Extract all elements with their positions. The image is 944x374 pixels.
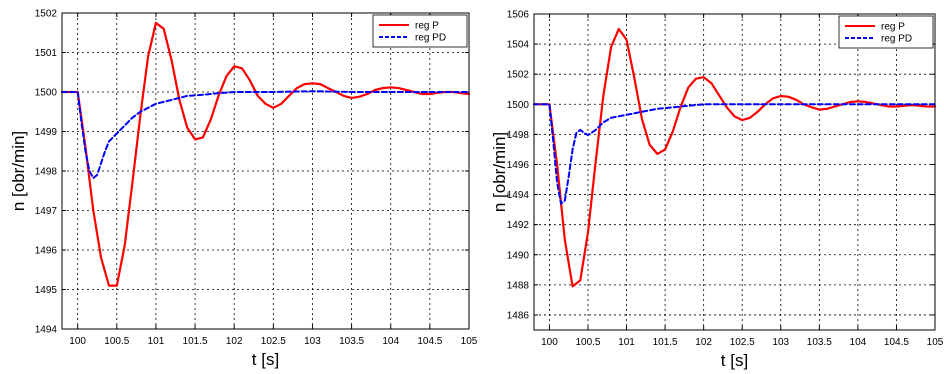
y-tick-label: 1500 — [507, 100, 530, 111]
y-tick-label: 1500 — [35, 88, 58, 99]
y-tick-label: 1490 — [507, 250, 530, 261]
y-tick-label: 1502 — [507, 70, 530, 81]
x-tick-label: 100 — [541, 337, 558, 348]
x-tick-label: 101.5 — [183, 336, 208, 347]
x-tick-label: 101 — [148, 336, 165, 347]
series-line-reg-pd — [61, 90, 470, 180]
series-line-reg-p — [532, 27, 937, 288]
x-tick-label: 104 — [382, 336, 399, 347]
chart-1: 100 100.5 101 101.5 102 102.5 103 103.5 104 104.5… — [9, 9, 478, 370]
series-line-reg-p — [60, 21, 471, 287]
legend-box — [372, 14, 468, 48]
y-tick-label: 1498 — [35, 167, 58, 178]
legend-label-reg-p: reg P — [415, 21, 439, 32]
x-tick-label: 103 — [304, 336, 321, 347]
x-tick-label: 104.5 — [884, 337, 909, 348]
y-tick-label: 1488 — [507, 280, 530, 291]
y-tick-label: 1486 — [507, 310, 530, 321]
y-tick-label: 1496 — [507, 160, 530, 171]
y-tick-label: 1506 — [507, 10, 530, 21]
y-axis-title: n [obr/min] — [490, 132, 509, 212]
y-tick-label: 1497 — [35, 206, 58, 217]
y-tick-label: 1501 — [35, 48, 58, 59]
x-tick-label: 102.5 — [261, 336, 286, 347]
x-tick-label: 100.5 — [104, 336, 129, 347]
x-tick-label: 103 — [772, 337, 789, 348]
x-tick-label: 100.5 — [575, 337, 600, 348]
y-tick-label: 1499 — [35, 127, 58, 138]
y-tick-label: 1502 — [35, 9, 58, 20]
legend-label-reg-p: reg P — [881, 22, 905, 33]
y-tick-label: 1498 — [507, 130, 530, 141]
legend-label-reg-pd: reg PD — [881, 34, 912, 45]
x-axis-title: t [s] — [252, 350, 279, 369]
x-tick-label: 104.5 — [417, 336, 442, 347]
legend-label-reg-pd: reg PD — [415, 33, 446, 44]
x-tick-label: 105 — [461, 336, 478, 347]
y-tick-label: 1494 — [507, 190, 530, 201]
x-tick-label: 104 — [850, 337, 867, 348]
x-tick-label: 103.5 — [339, 336, 364, 347]
x-tick-label: 102.5 — [730, 337, 755, 348]
legend-box — [838, 15, 934, 49]
y-tick-label: 1495 — [35, 285, 58, 296]
y-tick-label: 1492 — [507, 220, 530, 231]
y-tick-label: 1494 — [35, 325, 58, 336]
plot-area — [534, 14, 935, 330]
series-line-reg-pd — [533, 103, 936, 205]
x-tick-label: 101.5 — [653, 337, 678, 348]
x-tick-label: 103.5 — [807, 337, 832, 348]
y-tick-label: 1504 — [507, 40, 530, 51]
y-axis-title: n [obr/min] — [9, 131, 28, 211]
x-tick-label: 105 — [927, 337, 944, 348]
x-tick-label: 102 — [226, 336, 243, 347]
x-tick-label: 100 — [69, 336, 86, 347]
x-tick-label: 102 — [695, 337, 712, 348]
plot-frame — [61, 12, 470, 330]
x-axis-title: t [s] — [721, 351, 748, 370]
plot-area — [62, 13, 469, 329]
x-tick-label: 101 — [618, 337, 635, 348]
y-tick-label: 1496 — [35, 246, 58, 257]
chart-2: 100 100.5 101 101.5 102 102.5 103 103.5 104 104.5… — [490, 10, 944, 371]
plot-frame — [533, 13, 936, 331]
